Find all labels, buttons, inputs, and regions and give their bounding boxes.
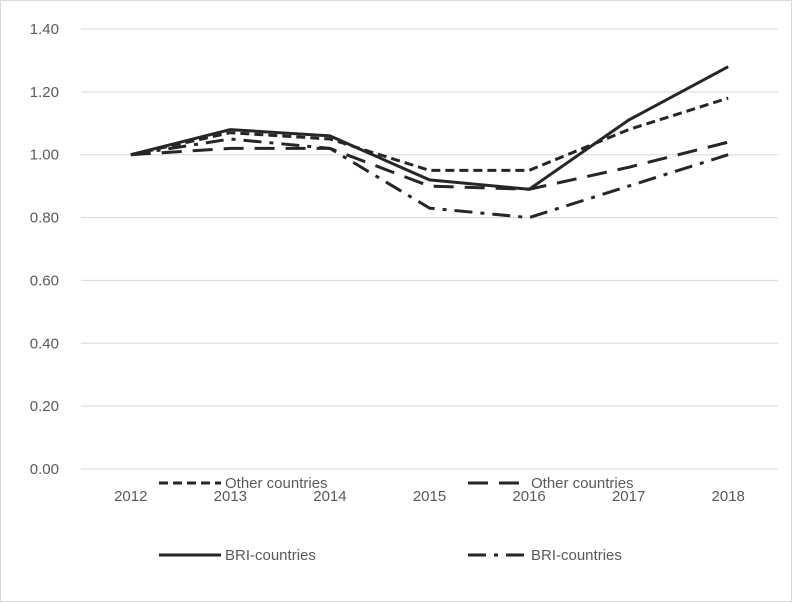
x-tick-label: 2016 [512,488,545,505]
series-line-solid [130,65,729,191]
y-axis-tick-labels: 0.00 0.20 0.40 0.60 0.80 1.00 1.20 1.40 [30,21,59,478]
y-tick-label: 1.00 [30,147,59,164]
legend-label: BRI-countries [225,547,316,564]
x-tick-label: 2012 [114,488,147,505]
y-tick-label: 1.20 [30,84,59,101]
legend-label: Other countries [225,475,328,492]
series-line-dash-dot [130,137,729,220]
series-line-long-dash [130,140,729,191]
legend-label: Other countries [531,475,634,492]
series-line-short-dash [130,96,729,172]
x-tick-label: 2017 [612,488,645,505]
series-lines [130,65,729,220]
legend: Other countries Other countries BRI-countr… [159,475,634,564]
y-tick-label: 0.20 [30,398,59,415]
x-tick-label: 2018 [712,488,745,505]
x-tick-label: 2015 [413,488,446,505]
x-tick-label: 2014 [313,488,346,505]
x-tick-label: 2013 [214,488,247,505]
gridlines [81,28,778,470]
x-axis-tick-labels: 2012 2013 2014 2015 2016 2017 2018 [114,488,745,505]
y-tick-label: 0.60 [30,272,59,289]
y-tick-label: 0.00 [30,461,59,478]
y-tick-label: 0.80 [30,210,59,227]
y-tick-label: 0.40 [30,335,59,352]
y-tick-label: 1.40 [30,21,59,38]
legend-label: BRI-countries [531,547,622,564]
